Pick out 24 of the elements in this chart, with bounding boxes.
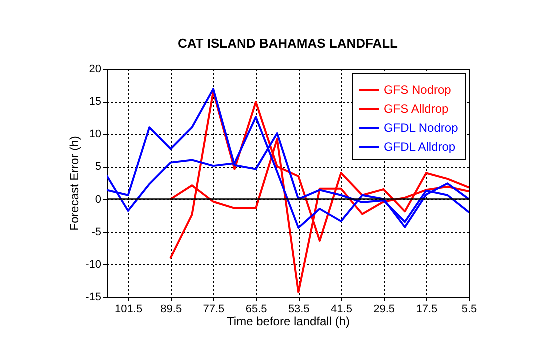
x-tick-label: 5.5 <box>462 304 478 316</box>
legend-label: GFDL Nodrop <box>384 121 459 135</box>
x-tick-label: 41.5 <box>331 304 352 316</box>
legend-label: GFS Nodrop <box>384 83 452 97</box>
x-tick-label: 17.5 <box>416 304 438 316</box>
legend-label: GFS Alldrop <box>384 102 450 116</box>
y-axis-title: Forecast Error (h) <box>68 136 82 231</box>
x-tick-label: 65.5 <box>246 304 268 316</box>
x-tick-label: 29.5 <box>374 304 396 316</box>
x-axis-title: Time before landfall (h) <box>227 314 350 328</box>
legend-label: GFDL Alldrop <box>384 140 456 154</box>
y-tick-label: 20 <box>89 64 102 76</box>
x-tick-label: 101.5 <box>115 304 143 316</box>
y-tick-label: -15 <box>86 292 102 304</box>
y-tick-label: 10 <box>89 128 102 141</box>
x-tick-label: 53.5 <box>288 304 310 316</box>
y-tick-label: 15 <box>89 96 102 108</box>
x-tick-label: 77.5 <box>203 304 225 316</box>
y-tick-label: 5 <box>95 161 102 174</box>
x-tick-label: 89.5 <box>160 304 182 316</box>
y-tick-label: -5 <box>92 226 102 238</box>
chart-title: CAT ISLAND BAHAMAS LANDFALL <box>178 36 398 51</box>
y-tick-label: -10 <box>86 258 102 271</box>
y-tick-label: 0 <box>95 194 102 206</box>
